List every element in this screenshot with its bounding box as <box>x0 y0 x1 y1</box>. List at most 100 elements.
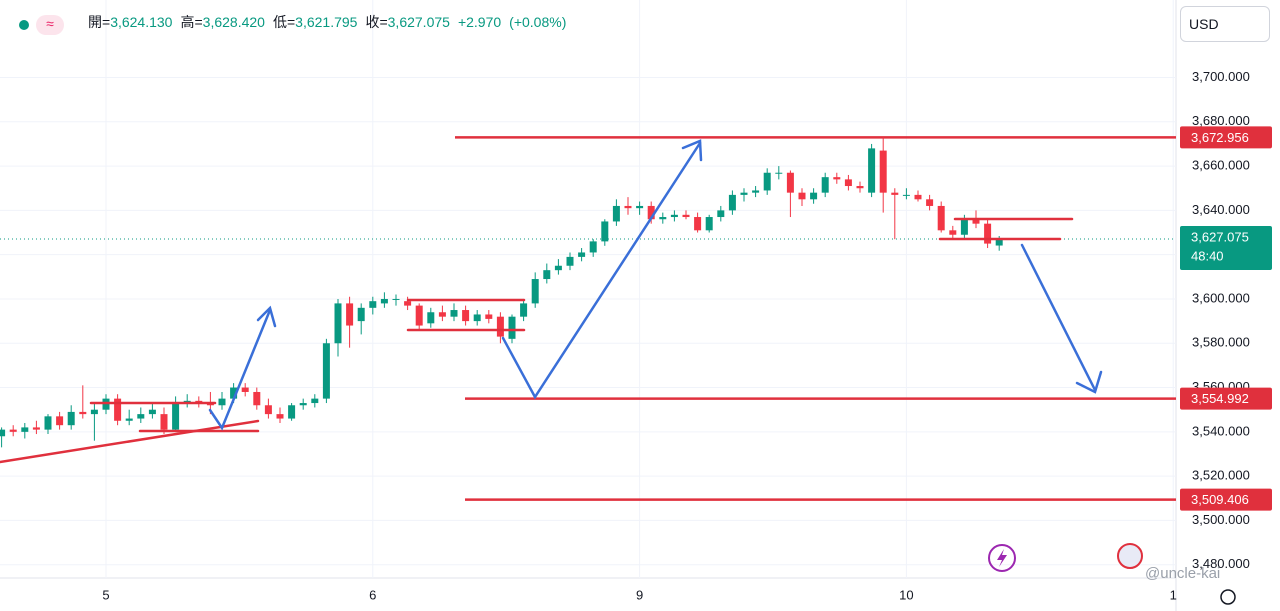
candle-body <box>357 307 365 322</box>
candle-body <box>670 214 678 218</box>
ohlc-value: 3,624.130 <box>110 14 173 30</box>
candle-body <box>926 199 934 206</box>
candle-body <box>984 223 992 244</box>
candle-body <box>752 190 760 193</box>
price-label: 3,509.406 <box>1191 492 1249 507</box>
candle-body <box>682 214 690 218</box>
candle-body <box>786 172 794 193</box>
candle-body <box>276 414 284 419</box>
candle-body <box>520 303 528 317</box>
change: +2.970 <box>457 14 502 30</box>
candle-body <box>114 398 122 421</box>
candle-body <box>485 314 493 319</box>
candle-body <box>9 429 17 432</box>
candle-body <box>856 186 864 189</box>
candle-body <box>427 312 435 324</box>
y-tick-label: 3,500.000 <box>1192 512 1250 527</box>
ohlc-value: 3,621.795 <box>295 14 358 30</box>
grid <box>0 0 1176 578</box>
y-tick-label: 3,680.000 <box>1192 113 1250 128</box>
candle-body <box>148 409 156 415</box>
ohlc-label: 低= <box>272 14 296 30</box>
price-label-bg <box>1180 488 1272 511</box>
y-tick-label: 3,580.000 <box>1192 335 1250 350</box>
ohlc-label: 收= <box>365 14 388 30</box>
candle-body <box>960 219 968 235</box>
candle-body <box>496 316 504 337</box>
icons: ≈ <box>19 15 1236 605</box>
candle-body <box>624 205 632 209</box>
candle-body <box>322 343 330 399</box>
price-label: 3,554.992 <box>1191 391 1249 406</box>
settings-icon[interactable] <box>1220 589 1236 605</box>
candle-body <box>728 194 736 211</box>
arrow <box>1020 243 1097 392</box>
candle-body <box>32 427 40 430</box>
drawings <box>0 139 1103 464</box>
countdown: 48:40 <box>1191 248 1224 263</box>
candle-body <box>404 301 412 306</box>
event-icon[interactable] <box>1117 543 1143 569</box>
indicator-pill[interactable] <box>36 15 64 35</box>
indicator-symbol: ≈ <box>46 16 54 32</box>
candle-body <box>810 192 818 200</box>
candle-body <box>392 298 400 300</box>
candle-body <box>554 265 562 271</box>
candle-body <box>578 252 586 257</box>
currency-button[interactable]: USD <box>1180 6 1270 42</box>
ohlc-value: 3,628.420 <box>202 14 265 30</box>
candle-body <box>891 192 899 195</box>
candle-body <box>694 217 702 231</box>
trend-line <box>0 419 260 464</box>
candle-body <box>868 148 876 193</box>
candle-body <box>380 298 388 304</box>
candle-body <box>415 305 423 326</box>
candle-body <box>264 405 272 415</box>
ohlc-label: 高= <box>180 14 203 30</box>
candle-body <box>705 217 713 231</box>
price-label-bg <box>1180 126 1272 149</box>
candle-body <box>369 301 377 308</box>
candle-body <box>346 303 354 326</box>
candle-body <box>763 172 771 191</box>
candle-body <box>56 416 64 426</box>
candle-body <box>833 177 841 180</box>
candle-body <box>914 194 922 200</box>
candle-body <box>902 194 910 196</box>
last-price-label: 3,627.075 <box>1191 229 1249 244</box>
x-tick-label: 1 <box>1170 587 1177 602</box>
arrow-head <box>1075 370 1103 394</box>
candle-body <box>601 221 609 242</box>
arrow <box>501 141 702 400</box>
candle-body <box>798 192 806 200</box>
status-dot <box>19 20 29 30</box>
ohlc-header: 開= 3,624.130 高= 3,628.420 低= 3,621.795 收= 3,627… <box>88 12 574 32</box>
x-tick-label: 5 <box>102 587 109 602</box>
candle-body <box>137 414 145 419</box>
candle-body <box>647 205 655 220</box>
candle-body <box>636 205 644 209</box>
arrow-head <box>681 139 703 162</box>
candle-body <box>543 270 551 280</box>
candle-body <box>775 172 783 174</box>
flash-icon[interactable] <box>988 544 1016 572</box>
y-tick-label: 3,480.000 <box>1192 556 1250 571</box>
y-tick-label: 3,600.000 <box>1192 290 1250 305</box>
candle-body <box>531 279 539 304</box>
y-tick-label: 3,520.000 <box>1192 468 1250 483</box>
candle-body <box>659 217 667 220</box>
last-price-bg <box>1180 226 1272 271</box>
candle-body <box>879 150 887 193</box>
candle-body <box>218 398 226 406</box>
candle-body <box>438 312 446 317</box>
candle-body <box>299 403 307 406</box>
candle-body <box>462 310 470 322</box>
candle-body <box>0 429 6 437</box>
change-pct: (+0.08%) <box>509 14 567 30</box>
arrow-head <box>256 305 277 328</box>
candle-body <box>160 414 168 430</box>
candle-body <box>949 230 957 235</box>
candle-body <box>288 405 296 419</box>
